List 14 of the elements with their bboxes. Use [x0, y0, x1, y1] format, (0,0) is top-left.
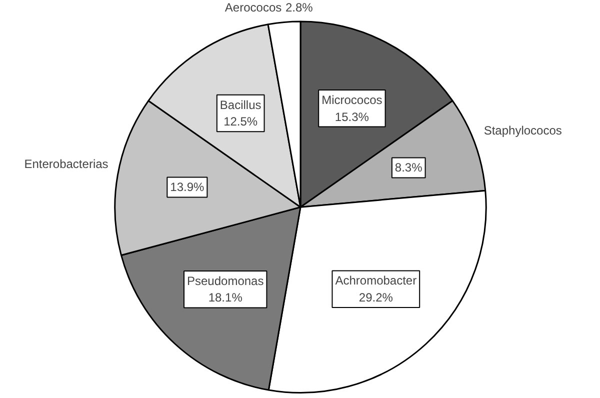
- data-label: 12.5%: [224, 114, 258, 129]
- slice-label: Aerococos: [224, 0, 282, 15]
- data-label: 15.3%: [334, 110, 370, 124]
- slice-label: Bacillus: [220, 98, 262, 112]
- data-label: 18.1%: [208, 290, 243, 305]
- slice-label: Achromobacter: [335, 274, 417, 288]
- slice-label: Pseudomonas: [186, 274, 264, 288]
- data-label: 2.8%: [285, 0, 314, 15]
- slice-label: Micrococos: [322, 92, 382, 107]
- data-label: 29.2%: [358, 290, 394, 305]
- slice-label: Staphylococos: [484, 124, 562, 138]
- slice-label: Enterobacterias: [24, 156, 108, 171]
- data-label: 13.9%: [170, 180, 205, 194]
- data-label: 8.3%: [394, 160, 423, 175]
